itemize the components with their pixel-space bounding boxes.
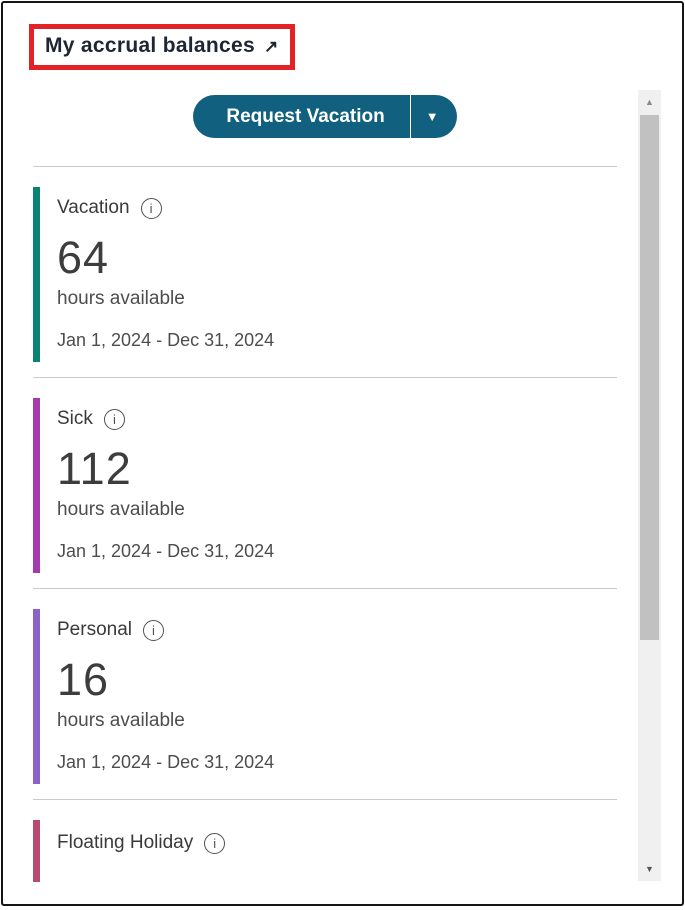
page-title[interactable]: My accrual balances <box>45 34 255 57</box>
scroll-up-button[interactable]: ▲ <box>638 90 661 114</box>
accrual-card-personal: Personal i 16 hours available Jan 1, 202… <box>33 609 617 784</box>
accrual-card-sick: Sick i 112 hours available Jan 1, 2024 -… <box>33 398 617 573</box>
accrual-type-label: Floating Holiday <box>57 832 194 853</box>
card-label-row: Sick i <box>57 408 617 430</box>
accrual-value: 64 <box>57 232 110 283</box>
scroll-down-icon: ▼ <box>645 864 654 874</box>
accrual-type-label: Personal <box>57 619 132 640</box>
accrual-value: 16 <box>57 654 110 705</box>
request-vacation-split-button[interactable]: Request Vacation ▼ <box>193 95 457 138</box>
accrual-type-label: Vacation <box>57 197 130 218</box>
request-dropdown-button[interactable]: ▼ <box>411 95 457 138</box>
chevron-down-icon: ▼ <box>425 109 439 124</box>
accrual-period: Jan 1, 2024 - Dec 31, 2024 <box>57 541 275 561</box>
divider <box>33 377 617 378</box>
toolbar: Request Vacation ▼ <box>33 95 617 138</box>
divider <box>33 166 617 167</box>
info-icon[interactable]: i <box>103 408 125 430</box>
request-vacation-button[interactable]: Request Vacation <box>226 105 385 127</box>
accrual-unit: hours available <box>57 499 185 520</box>
button-divider <box>409 95 411 138</box>
scroll-down-button[interactable]: ▼ <box>638 857 661 881</box>
info-icon[interactable]: i <box>140 197 162 219</box>
title-annotation-wrap: My accrual balances ↗ <box>29 24 296 70</box>
widget-body: Request Vacation ▼ Vacation i 64 hours a… <box>3 3 682 882</box>
info-icon[interactable]: i <box>143 619 164 641</box>
accrual-value: 112 <box>57 443 132 494</box>
accrual-unit: hours available <box>57 710 185 731</box>
vertical-scrollbar[interactable]: ▲ ▼ <box>638 90 661 881</box>
card-label-row: Floating Holiday i <box>57 832 617 854</box>
accrual-type-label: Sick <box>57 408 93 429</box>
accrual-card-vacation: Vacation i 64 hours available Jan 1, 202… <box>33 187 617 362</box>
scrollbar-thumb[interactable] <box>640 115 659 640</box>
accrual-unit: hours available <box>57 288 185 309</box>
divider <box>33 588 617 589</box>
accrual-period: Jan 1, 2024 - Dec 31, 2024 <box>57 330 275 350</box>
divider <box>33 799 617 800</box>
info-icon[interactable]: i <box>204 832 226 854</box>
card-label-row: Personal i <box>57 619 617 641</box>
accrual-period: Jan 1, 2024 - Dec 31, 2024 <box>57 752 275 772</box>
card-label-row: Vacation i <box>57 197 617 219</box>
external-link-icon[interactable]: ↗ <box>263 36 279 56</box>
scroll-up-icon: ▲ <box>645 97 654 107</box>
title-annotation-box: My accrual balances ↗ <box>29 24 296 70</box>
accrual-card-floating-holiday: Floating Holiday i <box>33 820 617 882</box>
